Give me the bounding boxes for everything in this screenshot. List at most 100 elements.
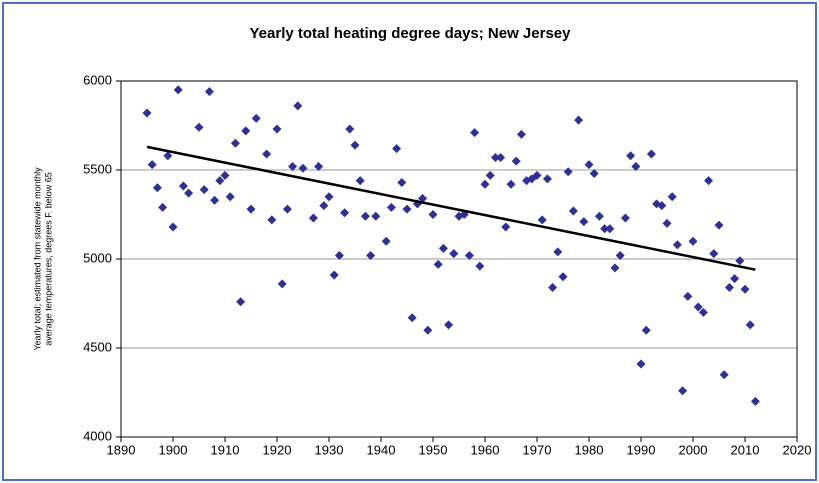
x-tick-label: 2000 <box>679 442 708 457</box>
data-point <box>511 156 521 166</box>
x-tick-label: 1920 <box>263 442 292 457</box>
data-point <box>698 307 708 317</box>
data-point <box>267 215 277 225</box>
data-point <box>475 261 485 271</box>
chart-title: Yearly total heating degree days; New Je… <box>250 25 572 42</box>
data-point <box>241 126 251 136</box>
data-point <box>428 210 438 219</box>
data-point <box>501 222 511 232</box>
data-point <box>506 179 516 189</box>
x-tick-label: 2010 <box>731 442 760 457</box>
data-point <box>740 284 750 294</box>
x-tick-label: 1960 <box>471 442 500 457</box>
data-point <box>516 129 526 139</box>
data-point <box>620 213 630 223</box>
data-point <box>750 396 760 406</box>
data-point <box>433 259 443 269</box>
data-point <box>688 236 698 246</box>
data-point <box>236 297 246 307</box>
data-point <box>288 161 298 171</box>
data-point <box>381 236 391 246</box>
data-point <box>371 211 381 221</box>
data-point <box>142 108 152 118</box>
data-point <box>667 192 677 202</box>
data-point <box>615 250 625 260</box>
x-tick-label: 1970 <box>523 442 552 457</box>
data-point <box>251 113 261 123</box>
data-point <box>584 160 594 170</box>
data-point <box>407 313 417 323</box>
data-point <box>293 101 303 111</box>
data-point <box>730 274 740 284</box>
data-point <box>537 215 547 225</box>
data-point <box>594 211 604 221</box>
data-point <box>724 282 734 292</box>
data-point <box>631 161 641 171</box>
data-point <box>480 179 490 189</box>
data-point <box>334 250 344 260</box>
data-point <box>184 188 194 198</box>
data-point <box>610 263 620 273</box>
x-tick-label: 1940 <box>367 442 396 457</box>
data-point <box>225 192 235 202</box>
data-point <box>657 201 667 211</box>
data-point <box>173 85 183 95</box>
y-axis-label: Yearly total; estimated from statewide m… <box>32 167 42 351</box>
y-tick-label: 6000 <box>83 72 112 87</box>
data-point <box>662 218 672 228</box>
data-point <box>532 170 542 180</box>
data-point <box>308 213 318 223</box>
data-point <box>579 217 589 227</box>
data-point <box>490 153 500 163</box>
data-point <box>553 247 563 257</box>
data-point <box>345 124 355 134</box>
data-point <box>563 167 573 177</box>
data-point <box>485 170 495 180</box>
data-point <box>444 320 454 330</box>
data-point <box>340 208 350 218</box>
data-point <box>574 115 584 125</box>
data-point <box>215 176 225 186</box>
y-tick-label: 5000 <box>83 250 112 265</box>
data-point <box>194 122 204 132</box>
y-tick-label: 5500 <box>83 161 112 176</box>
data-point <box>678 386 688 396</box>
data-point <box>210 195 220 205</box>
data-point <box>423 325 433 335</box>
trendline <box>146 145 756 271</box>
data-point <box>158 202 168 212</box>
data-point <box>568 206 578 216</box>
data-point <box>386 202 396 212</box>
data-point <box>324 192 334 202</box>
data-point <box>329 270 339 280</box>
data-point <box>246 204 256 214</box>
data-point <box>464 250 474 260</box>
x-tick-label: 1950 <box>419 442 448 457</box>
x-tick-label: 1890 <box>107 442 136 457</box>
data-point <box>147 160 157 170</box>
data-point <box>683 291 693 301</box>
data-point <box>204 87 214 97</box>
data-point <box>168 222 178 232</box>
data-point <box>719 370 729 380</box>
data-point <box>319 201 329 211</box>
data-point <box>262 149 272 159</box>
data-point <box>360 211 370 221</box>
data-point <box>548 282 558 292</box>
data-point <box>704 176 714 186</box>
data-point <box>646 149 656 159</box>
data-point <box>672 240 682 250</box>
data-point <box>449 249 459 259</box>
data-point <box>693 302 703 312</box>
data-point <box>709 249 719 259</box>
x-tick-label: 2020 <box>783 442 812 457</box>
data-point <box>626 151 636 161</box>
data-point <box>641 325 651 335</box>
data-point <box>178 181 188 191</box>
data-point <box>272 124 282 134</box>
data-point <box>220 170 230 180</box>
y-tick-label: 4000 <box>83 428 112 443</box>
